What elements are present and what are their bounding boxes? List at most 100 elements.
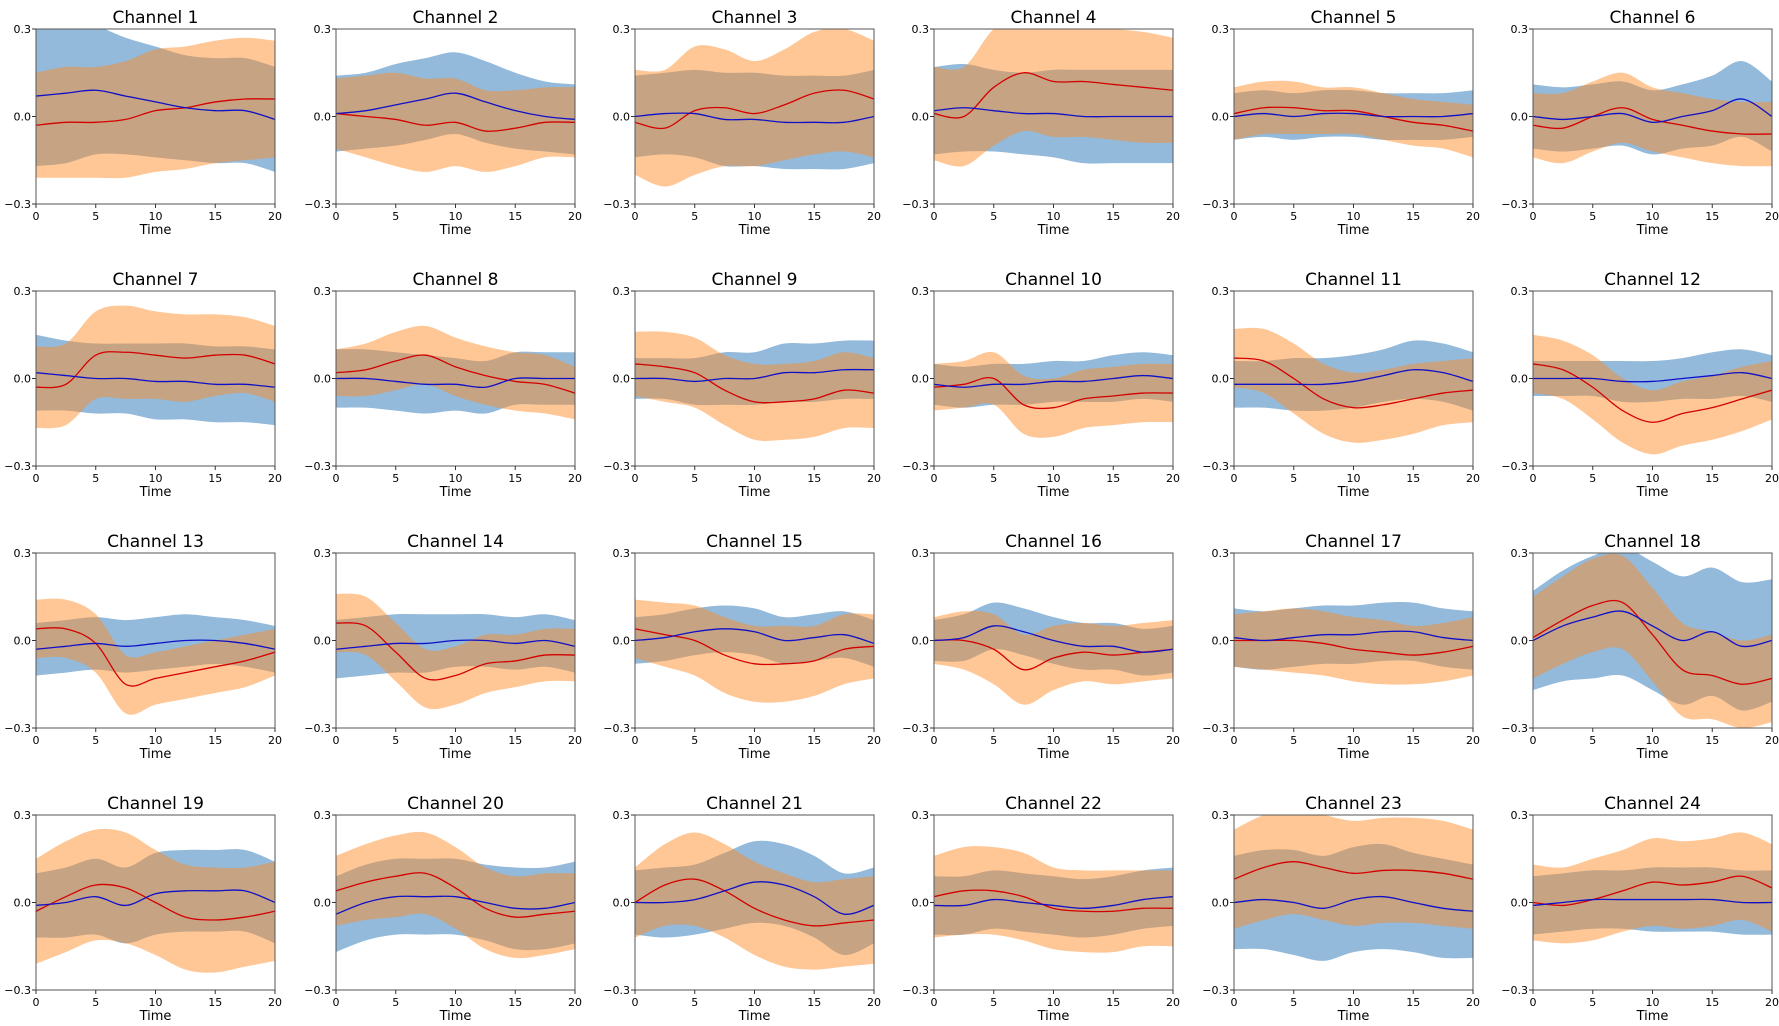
y-tick-label: 0.0 — [1212, 897, 1230, 910]
blue-mean-line — [635, 368, 874, 383]
red-mean-line — [1234, 357, 1473, 409]
x-tick-label: 0 — [1530, 210, 1537, 223]
blue-std-band — [934, 352, 1173, 408]
orange-std-band — [934, 29, 1173, 167]
y-tick-label: 0.3 — [14, 547, 32, 560]
y-tick-label: −0.3 — [1501, 198, 1528, 211]
x-tick-label: 10 — [449, 472, 463, 485]
x-tick-label: 20 — [268, 734, 282, 747]
red-mean-line — [934, 639, 1173, 671]
y-tick-label: 0.3 — [1212, 547, 1230, 560]
x-tick-label: 5 — [92, 734, 99, 747]
blue-mean-line — [36, 639, 275, 650]
panel-channel-2: Channel 2 0.3 0.0 −0.30 5 10 15 20 Time — [304, 8, 582, 238]
plot-area — [635, 832, 874, 970]
x-tick-label: 0 — [33, 210, 40, 223]
blue-mean-line — [1533, 898, 1772, 907]
x-axis-label: Time — [738, 485, 771, 500]
x-tick-label: 0 — [1231, 210, 1238, 223]
orange-std-band — [336, 325, 575, 420]
y-tick-label: 0.0 — [1212, 635, 1230, 648]
x-tick-label: 10 — [1347, 472, 1361, 485]
channel-title: Channel 5 — [1310, 8, 1396, 28]
x-axis-label: Time — [1337, 1009, 1370, 1024]
x-axis-label: Time — [139, 1009, 172, 1024]
plot-area — [336, 831, 575, 959]
panel-channel-18: Channel 18 0.3 0.0 −0.30 5 10 15 20 Time — [1501, 532, 1779, 762]
blue-mean-line — [934, 374, 1173, 388]
x-axis-label: Time — [139, 223, 172, 238]
blue-mean-line — [1234, 895, 1473, 912]
x-tick-label: 10 — [748, 210, 762, 223]
x-tick-label: 10 — [1646, 210, 1660, 223]
x-axis-label: Time — [139, 747, 172, 762]
x-axis-label: Time — [439, 1009, 472, 1024]
channel-title: Channel 4 — [1010, 8, 1096, 28]
y-tick-label: 0.0 — [14, 373, 32, 386]
y-tick-label: 0.3 — [1511, 809, 1529, 822]
x-tick-label: 15 — [807, 996, 821, 1009]
x-axis-label: Time — [1636, 223, 1669, 238]
x-tick-label: 5 — [691, 734, 698, 747]
channel-title: Channel 24 — [1604, 794, 1701, 814]
orange-std-band — [635, 331, 874, 441]
blue-std-band — [1234, 843, 1473, 961]
panel-channel-7: Channel 7 0.3 0.0 −0.30 5 10 15 20 Time — [4, 270, 282, 500]
x-tick-label: 10 — [1646, 472, 1660, 485]
x-axis-label: Time — [1636, 747, 1669, 762]
y-tick-label: −0.3 — [902, 984, 929, 997]
y-tick-label: 0.3 — [1212, 23, 1230, 36]
y-tick-label: −0.3 — [4, 984, 31, 997]
y-tick-label: 0.0 — [314, 111, 332, 124]
x-tick-label: 15 — [1106, 996, 1120, 1009]
blue-mean-line — [635, 628, 874, 645]
x-tick-label: 20 — [1765, 996, 1779, 1009]
channel-title: Channel 7 — [112, 270, 198, 290]
panel-channel-20: Channel 20 0.3 0.0 −0.30 5 10 15 20 Time — [304, 794, 582, 1024]
blue-std-band — [1234, 340, 1473, 411]
blue-mean-line — [36, 889, 275, 907]
x-tick-label: 10 — [1347, 734, 1361, 747]
y-tick-label: 0.3 — [314, 547, 332, 560]
orange-std-band — [36, 305, 275, 429]
plot-area — [336, 325, 575, 420]
red-mean-line — [336, 354, 575, 394]
blue-std-band — [36, 334, 275, 426]
x-tick-label: 5 — [1290, 996, 1297, 1009]
orange-std-band — [635, 599, 874, 703]
x-tick-label: 0 — [1530, 734, 1537, 747]
panel-channel-22: Channel 22 0.3 0.0 −0.30 5 10 15 20 Time — [902, 794, 1180, 1024]
x-tick-label: 10 — [449, 210, 463, 223]
panel-channel-23: Channel 23 0.3 0.0 −0.30 5 10 15 20 Time — [1202, 794, 1480, 1024]
x-tick-label: 20 — [867, 734, 881, 747]
x-tick-label: 15 — [1705, 734, 1719, 747]
x-tick-label: 20 — [1765, 734, 1779, 747]
plot-area — [1234, 80, 1473, 158]
orange-std-band — [1234, 815, 1473, 929]
blue-mean-line — [1234, 112, 1473, 118]
x-tick-label: 20 — [1765, 210, 1779, 223]
plot-area — [36, 29, 275, 179]
y-tick-label: 0.0 — [314, 897, 332, 910]
blue-mean-line — [336, 92, 575, 121]
blue-std-band — [635, 605, 874, 667]
x-tick-label: 10 — [1646, 734, 1660, 747]
x-tick-label: 0 — [1231, 472, 1238, 485]
x-tick-label: 20 — [1166, 210, 1180, 223]
x-tick-label: 0 — [1231, 734, 1238, 747]
red-mean-line — [635, 363, 874, 404]
y-tick-label: −0.3 — [603, 198, 630, 211]
x-tick-label: 15 — [807, 210, 821, 223]
plot-area — [934, 602, 1173, 705]
x-tick-label: 20 — [867, 210, 881, 223]
x-tick-label: 15 — [1705, 210, 1719, 223]
panel-channel-19: Channel 19 0.3 0.0 −0.30 5 10 15 20 Time — [4, 794, 282, 1024]
channel-title: Channel 22 — [1005, 794, 1102, 814]
y-tick-label: 0.0 — [613, 373, 631, 386]
red-mean-line — [336, 872, 575, 918]
x-axis-label: Time — [439, 223, 472, 238]
y-tick-label: 0.3 — [1212, 285, 1230, 298]
x-tick-label: 10 — [1047, 472, 1061, 485]
panel-channel-17: Channel 17 0.3 0.0 −0.30 5 10 15 20 Time — [1202, 532, 1480, 762]
channel-title: Channel 23 — [1305, 794, 1402, 814]
